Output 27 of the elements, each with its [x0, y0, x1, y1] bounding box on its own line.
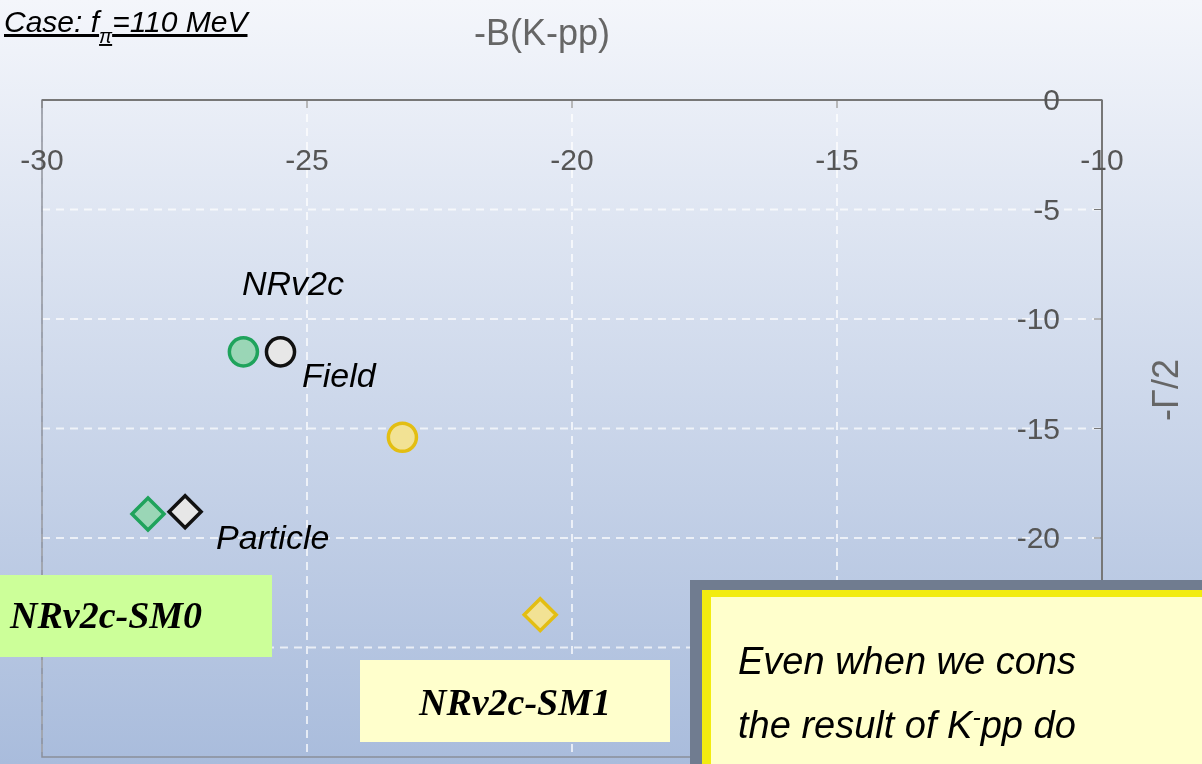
- annotation: Field: [302, 356, 377, 394]
- x-tick-label: -30: [20, 143, 64, 176]
- point: [227, 336, 260, 368]
- label-box: NRv2c-SM0: [0, 575, 272, 657]
- chart-title: Case: f$_{π}$=110 MeV: [4, 5, 251, 47]
- x-tick-label: -25: [285, 143, 329, 176]
- point: [167, 493, 203, 530]
- x-tick-label: -15: [815, 143, 859, 176]
- annotation: NRv2c: [241, 264, 345, 302]
- x-axis-title: -B(K-pp): [473, 12, 611, 53]
- y-tick-label: -15: [1016, 411, 1060, 445]
- text-box: Even when we cons the result of K$^{-}$pp do: [690, 580, 1202, 764]
- label-box: NRv2c-SM1: [360, 660, 670, 742]
- annotation: the result of K$^{-}$pp do: [738, 702, 1076, 746]
- point: [264, 336, 297, 368]
- point: [522, 596, 558, 633]
- annotation: Even when we cons: [738, 640, 1076, 682]
- y-tick-label: -5: [1033, 192, 1060, 226]
- annotation: NRv2c-SM1: [417, 681, 612, 723]
- annotation: Particle: [216, 518, 330, 556]
- point: [386, 421, 419, 454]
- y-axis-title: -Γ/2: [1145, 359, 1186, 421]
- y-tick-label: -10: [1016, 302, 1060, 335]
- point: [130, 496, 166, 532]
- x-tick-label: -20: [550, 143, 594, 176]
- y-tick-label: -20: [1016, 521, 1060, 554]
- annotation: NRv2c-SM0: [9, 594, 203, 636]
